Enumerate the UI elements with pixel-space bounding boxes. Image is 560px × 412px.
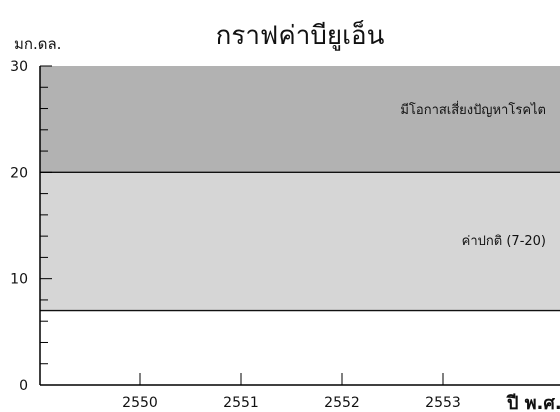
y-tick-label: 10 <box>10 272 28 288</box>
y-axis-unit: มก.ดล. <box>14 35 61 53</box>
y-tick-label: 20 <box>10 165 28 181</box>
x-tick-label: 2550 <box>122 395 158 411</box>
chart-title: กราฟค่าบียูเอ็น <box>216 19 385 51</box>
x-tick-label: 2552 <box>324 395 360 411</box>
x-tick-label: 2553 <box>425 395 461 411</box>
axes-layer <box>39 66 560 386</box>
zone-band <box>40 66 560 173</box>
y-tick-label: 30 <box>10 59 28 75</box>
y-tick-label: 0 <box>19 378 28 394</box>
zone-band <box>40 172 560 311</box>
zone-label: มีโอกาสเสี่ยงปัญหาโรคไต <box>400 101 546 118</box>
ticks-layer: 0 10 20 30 2550 2551 2552 2553 <box>10 59 461 411</box>
zone-label: ค่าปกติ (7-20) <box>462 234 546 249</box>
x-tick-label: 2551 <box>223 395 259 411</box>
x-axis-label: ปี พ.ศ. <box>506 393 560 412</box>
